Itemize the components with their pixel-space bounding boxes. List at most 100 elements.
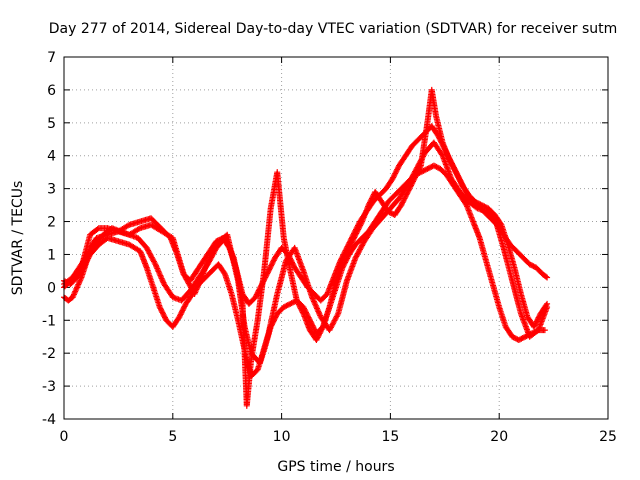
data-point	[284, 302, 291, 309]
data-point	[533, 318, 540, 325]
data-point	[419, 168, 426, 175]
y-tick-label: 0	[47, 280, 56, 296]
data-point	[454, 173, 461, 180]
data-point	[455, 174, 462, 181]
data-point	[317, 327, 324, 334]
data-point	[349, 238, 356, 245]
data-point	[433, 163, 440, 170]
data-point	[94, 226, 101, 233]
x-axis-label: GPS time / hours	[277, 459, 394, 475]
data-point	[448, 161, 455, 168]
data-point	[254, 290, 261, 297]
data-point	[355, 226, 362, 233]
data-point	[349, 236, 356, 243]
y-tick-label: -1	[42, 313, 56, 329]
data-point	[530, 263, 537, 270]
data-point	[509, 333, 516, 340]
data-point	[181, 303, 188, 310]
data-point	[421, 167, 428, 174]
data-point	[178, 310, 185, 317]
data-point	[297, 305, 304, 312]
data-point	[366, 199, 373, 206]
data-points	[61, 86, 551, 409]
data-point	[345, 246, 352, 253]
data-point	[394, 165, 401, 172]
data-point	[455, 175, 462, 182]
data-point	[334, 312, 341, 319]
plot-frame	[63, 56, 609, 420]
data-point	[527, 261, 534, 268]
data-point	[340, 255, 347, 262]
data-point	[318, 326, 325, 333]
data-point	[390, 173, 397, 180]
data-point	[354, 227, 361, 234]
data-point	[289, 299, 296, 306]
data-point	[391, 171, 398, 178]
data-point	[453, 171, 460, 178]
x-tick-label: 0	[60, 429, 69, 445]
data-point	[457, 178, 464, 185]
data-point	[156, 304, 163, 311]
data-point	[532, 321, 539, 328]
data-point	[343, 250, 350, 257]
data-point	[357, 222, 364, 229]
data-point	[348, 239, 355, 246]
data-point	[400, 196, 407, 203]
data-point	[151, 259, 158, 266]
data-point	[367, 198, 374, 205]
chart-title: Day 277 of 2014, Sidereal Day-to-day VTE…	[49, 21, 618, 37]
y-tick-label: 4	[47, 149, 56, 165]
data-point	[423, 166, 430, 173]
data-point	[532, 319, 539, 326]
data-point	[432, 163, 439, 170]
data-point	[369, 194, 376, 201]
x-tick-label: 20	[490, 429, 508, 445]
y-axis-label: SDTVAR / TECUs	[10, 181, 26, 296]
data-point	[402, 194, 409, 201]
data-point	[160, 312, 167, 319]
x-tick-label: 15	[381, 429, 399, 445]
data-point	[295, 301, 302, 308]
data-point	[428, 163, 435, 170]
y-tick-label: 1	[47, 247, 56, 263]
data-point	[518, 335, 525, 342]
data-point	[176, 312, 183, 319]
data-point	[511, 335, 518, 342]
data-point	[352, 231, 359, 238]
data-point	[296, 302, 303, 309]
y-tick-label: -3	[42, 379, 56, 395]
data-point	[456, 177, 463, 184]
data-point	[544, 304, 551, 311]
data-point	[474, 200, 481, 207]
data-point	[400, 198, 407, 205]
data-point	[398, 202, 405, 209]
data-point	[124, 222, 131, 229]
data-point	[358, 219, 365, 226]
data-point	[339, 258, 346, 265]
data-point	[341, 254, 348, 261]
x-tick-label: 25	[599, 429, 617, 445]
data-point	[252, 294, 259, 301]
data-point	[316, 331, 323, 338]
data-point	[399, 199, 406, 206]
data-point	[135, 225, 142, 232]
data-point	[531, 323, 538, 330]
data-point	[451, 166, 458, 173]
data-point	[389, 175, 396, 182]
data-point	[515, 337, 522, 344]
data-point	[353, 229, 360, 236]
data-point	[344, 247, 351, 254]
data-point	[357, 221, 364, 228]
data-point	[282, 303, 289, 310]
data-point	[453, 170, 460, 177]
data-point	[288, 300, 295, 307]
data-point	[541, 327, 548, 334]
data-point	[365, 202, 372, 209]
y-tick-label: 2	[47, 215, 56, 231]
data-point	[344, 248, 351, 255]
data-point	[311, 326, 318, 333]
data-point	[342, 251, 349, 258]
data-point	[177, 311, 184, 318]
data-point	[161, 314, 168, 321]
